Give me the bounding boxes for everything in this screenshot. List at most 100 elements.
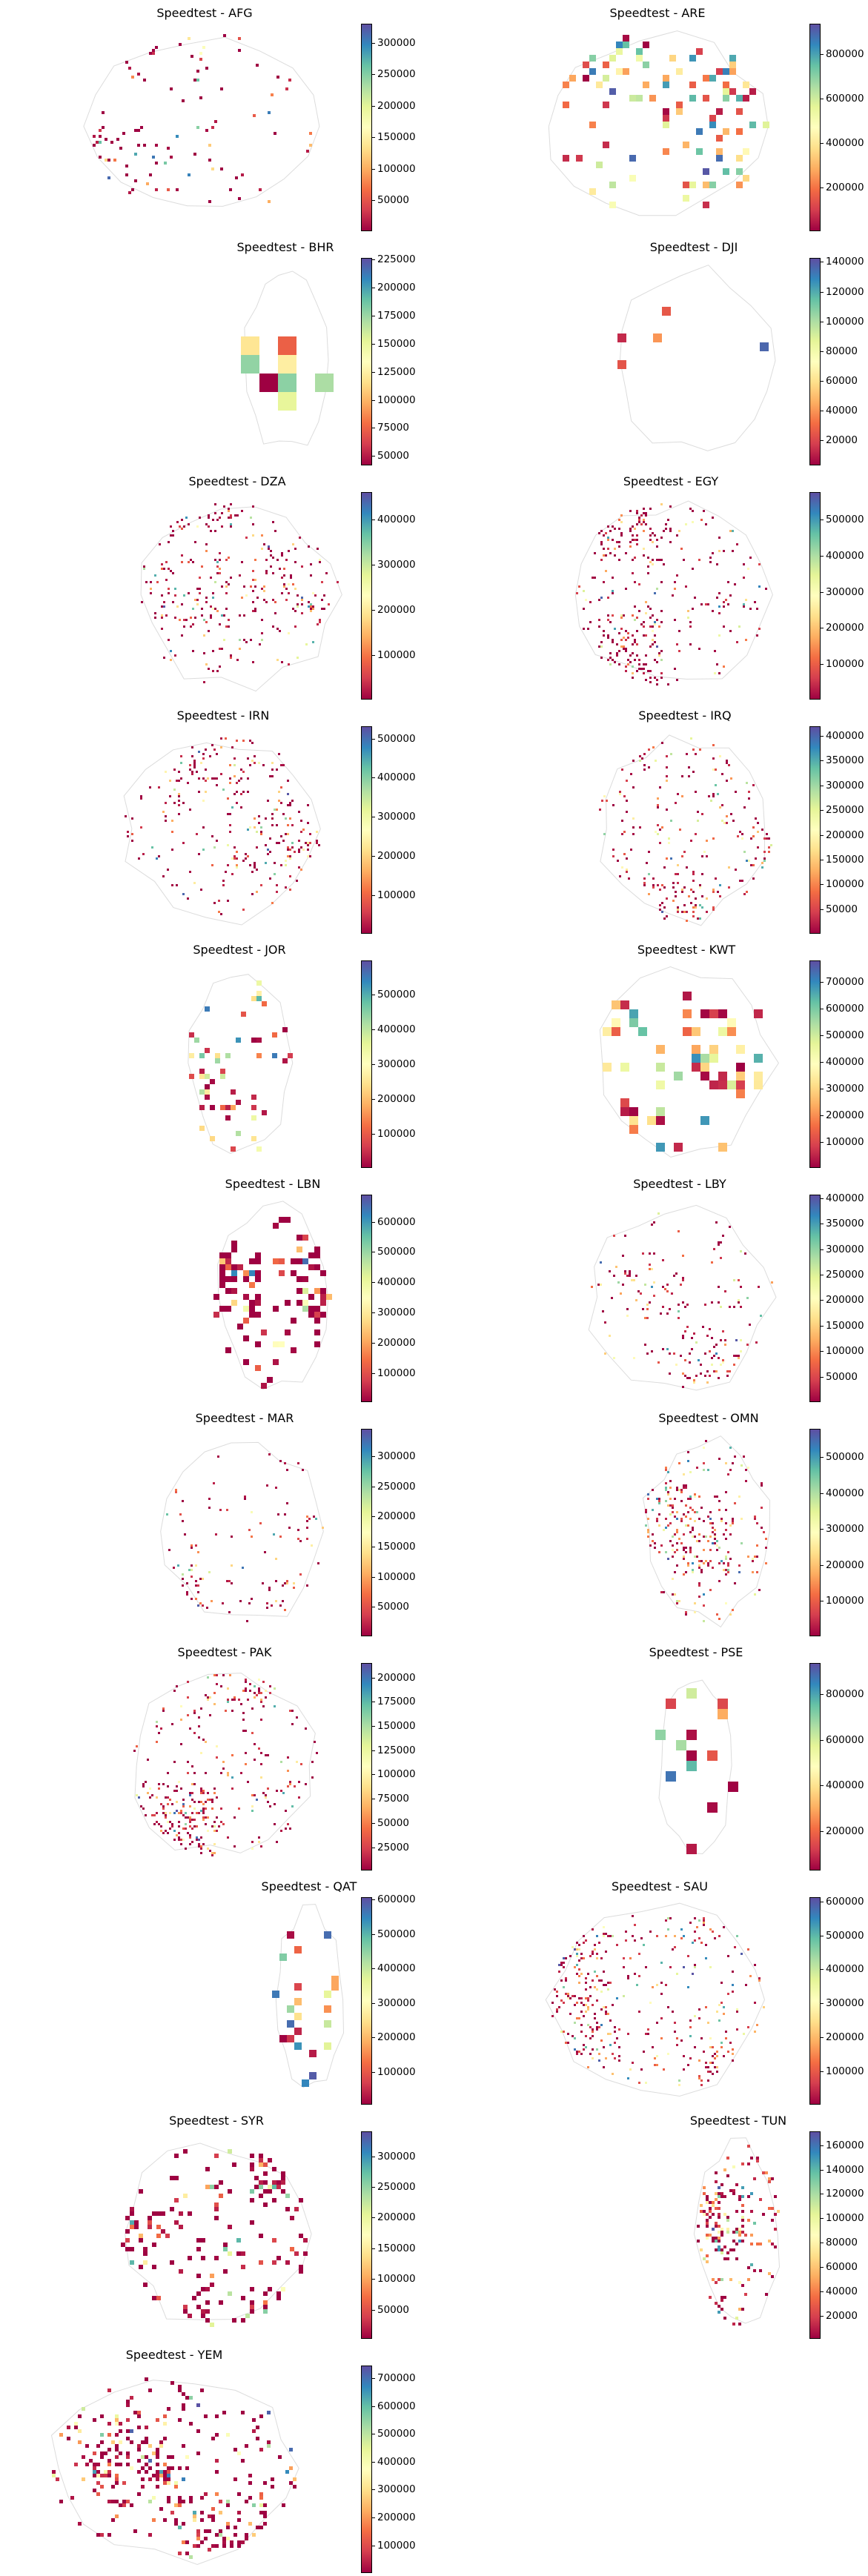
map-cell: [652, 630, 654, 632]
map-cell: [683, 142, 689, 148]
map-cell: [551, 2002, 554, 2004]
map-cell: [674, 1072, 683, 1080]
map-cell: [616, 68, 623, 75]
map-cell: [201, 2287, 205, 2291]
map-cell: [638, 663, 640, 665]
map-cell: [167, 2477, 170, 2481]
map-cell: [242, 791, 245, 793]
map-cell: [647, 1529, 649, 1531]
map-cell: [765, 588, 767, 590]
map-cell: [148, 2444, 152, 2448]
map-cell: [215, 2492, 219, 2496]
map-cell: [647, 1518, 649, 1520]
map-cell: [739, 831, 741, 833]
map-cell: [634, 581, 636, 583]
map-cell: [167, 2455, 170, 2459]
map-cell: [763, 860, 766, 862]
map-cell: [690, 840, 692, 842]
map-cell: [183, 2305, 188, 2309]
map-cell: [185, 1812, 187, 1814]
colorbar: [361, 2131, 372, 2339]
colorbar-tick: [372, 106, 375, 107]
map-cell: [692, 1063, 700, 1072]
map-cell: [266, 1602, 268, 1604]
map-cell: [598, 645, 600, 648]
map-cell: [678, 1489, 680, 1491]
map-cell: [299, 537, 301, 539]
map-cell: [219, 87, 223, 90]
map-cell: [707, 2066, 709, 2068]
map-cell: [649, 534, 652, 537]
map-cell: [178, 1839, 180, 1841]
map-cell: [302, 1469, 304, 1471]
map-cell: [280, 1830, 282, 1832]
map-cell: [656, 1107, 665, 1116]
map-cell: [558, 2006, 560, 2008]
map-cell: [743, 893, 746, 895]
map-cell: [202, 1792, 205, 1794]
map-cell: [712, 1567, 714, 1569]
colorbar-tick: [821, 440, 824, 441]
map-cell: [249, 826, 251, 829]
map-cell: [302, 2079, 309, 2087]
map-cell: [612, 614, 614, 617]
map-cell: [173, 789, 176, 791]
country-outline: [642, 1435, 771, 1628]
map-cell: [320, 1294, 326, 1300]
map-cell: [266, 1607, 268, 1609]
map-cell: [133, 129, 137, 132]
map-cell: [180, 1812, 182, 1814]
map-cell: [259, 2448, 263, 2451]
map-cell: [718, 1580, 720, 1582]
map-cell: [657, 806, 659, 809]
map-cell: [256, 891, 258, 893]
map-cell: [718, 1377, 720, 1379]
map-cell: [219, 2500, 222, 2503]
map-cell: [634, 605, 636, 608]
map-cell: [612, 855, 614, 857]
map-cell: [151, 52, 155, 55]
map-cell: [580, 1957, 583, 1959]
map-cell: [291, 1710, 294, 1712]
colorbar-tick-label: 50000: [377, 450, 409, 462]
map-cell: [296, 605, 299, 608]
map-cell: [612, 2053, 614, 2055]
map-cell: [176, 605, 179, 608]
map-cell: [234, 176, 238, 179]
colorbar-tick-label: 250000: [826, 804, 864, 817]
map-cell: [578, 1975, 580, 1977]
map-cell: [663, 2068, 665, 2071]
map-cell: [272, 2198, 276, 2202]
map-cell: [774, 2228, 777, 2231]
map-cell: [147, 1759, 149, 1761]
map-cell: [621, 820, 623, 822]
map-cell: [607, 597, 609, 599]
map-cell: [638, 2011, 640, 2013]
map-cell: [709, 1375, 711, 1377]
map-cell: [724, 1339, 726, 1341]
map-cell: [623, 648, 625, 650]
map-cell: [698, 1582, 700, 1584]
map-cell: [603, 630, 605, 632]
map-cell: [126, 2429, 130, 2433]
map-cell: [743, 851, 746, 853]
map-cell: [718, 1357, 720, 1359]
colorbar-tick: [372, 43, 375, 44]
map-cell: [289, 802, 291, 804]
map-cell: [285, 833, 287, 835]
map-cell: [163, 2463, 167, 2466]
colorbar-tick-label: 150000: [826, 1319, 864, 1332]
map-cell: [225, 1347, 231, 1353]
map-cell: [195, 1544, 197, 1547]
map-cell: [663, 917, 666, 920]
colorbar-tick-label: 600000: [377, 2400, 416, 2412]
map-cell: [267, 1787, 269, 1790]
map-cell: [222, 34, 226, 37]
map-cell: [125, 2216, 130, 2220]
map-cell: [684, 1359, 686, 1361]
map-cell: [643, 634, 645, 637]
map-cell: [727, 1569, 729, 1571]
map-cell: [215, 2533, 219, 2537]
map-cell: [313, 1516, 315, 1518]
map-cell: [181, 528, 183, 530]
